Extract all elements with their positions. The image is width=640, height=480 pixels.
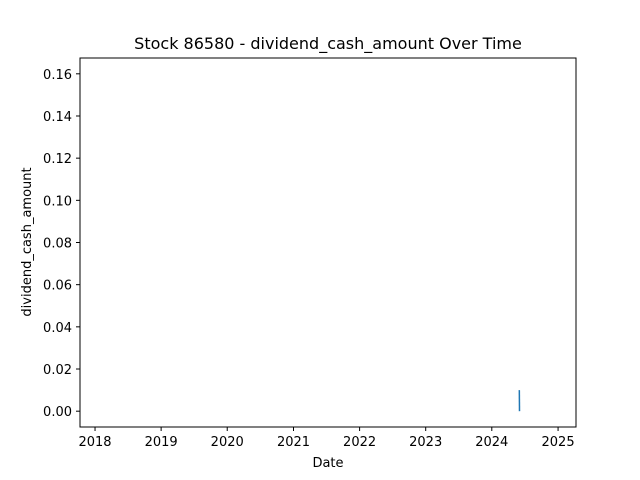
y-tick-label: 0.00 <box>43 405 72 420</box>
x-tick-label: 2021 <box>277 435 310 450</box>
y-tick-label: 0.08 <box>43 237 72 252</box>
y-tick-label: 0.04 <box>43 321 72 336</box>
x-tick-label: 2023 <box>409 435 442 450</box>
y-tick-label: 0.12 <box>43 152 72 167</box>
x-tick-label: 2025 <box>542 435 575 450</box>
x-axis-ticks: 2018 2019 2020 2021 2022 2023 2024 2025 <box>78 427 575 450</box>
x-tick-label: 2024 <box>475 435 508 450</box>
y-tick-label: 0.10 <box>43 194 72 209</box>
x-tick-label: 2018 <box>78 435 111 450</box>
x-tick-label: 2022 <box>343 435 376 450</box>
chart-title: Stock 86580 - dividend_cash_amount Over … <box>134 34 522 54</box>
plot-area <box>79 57 577 428</box>
y-tick-label: 0.06 <box>43 279 72 294</box>
y-axis-label: dividend_cash_amount <box>20 167 35 316</box>
x-tick-label: 2019 <box>145 435 178 450</box>
x-tick-label: 2020 <box>211 435 244 450</box>
x-axis-label: Date <box>312 456 343 471</box>
y-tick-label: 0.14 <box>43 110 72 125</box>
y-tick-label: 0.16 <box>43 68 72 83</box>
y-axis-ticks: 0.00 0.02 0.04 0.06 0.08 0.10 0.12 0.14 0.16 <box>43 68 80 420</box>
y-tick-label: 0.02 <box>43 363 72 378</box>
